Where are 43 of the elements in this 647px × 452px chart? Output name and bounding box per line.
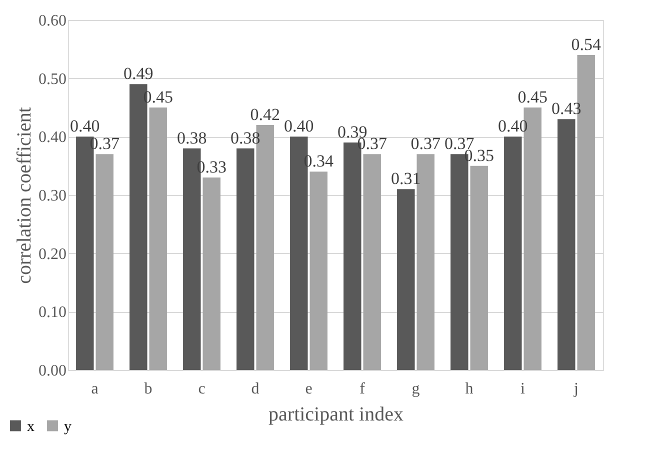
x-tick-label: c — [198, 380, 206, 398]
data-label: 0.38 — [177, 128, 207, 148]
y-axis-title: correlation coefficient — [14, 106, 36, 284]
bar — [558, 119, 576, 370]
data-label: 0.40 — [284, 116, 314, 136]
y-tick-label: 0.20 — [38, 246, 66, 263]
x-tick-label: e — [305, 380, 312, 398]
x-tick-label: j — [573, 380, 578, 398]
x-tick-label: d — [251, 380, 260, 398]
y-tick-label: 0.40 — [38, 129, 66, 146]
bar — [504, 136, 522, 370]
y-tick-label: 0.60 — [38, 12, 66, 30]
legend-label: x — [27, 418, 35, 435]
y-tick-label: 0.00 — [38, 362, 66, 380]
data-label: 0.31 — [391, 169, 421, 188]
bar — [236, 148, 254, 370]
x-axis-title: participant index — [268, 404, 404, 426]
x-tick-label: i — [520, 380, 526, 398]
bar — [96, 154, 114, 370]
bar — [202, 178, 220, 370]
bar — [149, 108, 167, 370]
x-tick-label: b — [144, 380, 152, 398]
x-tick-label: g — [412, 380, 420, 398]
bar — [363, 154, 381, 370]
bar — [310, 172, 328, 370]
y-tick-label: 0.30 — [38, 188, 66, 204]
legend-label: y — [64, 418, 72, 435]
data-label: 0.42 — [250, 105, 280, 124]
x-tick-label: h — [465, 380, 474, 398]
x-tick-label: f — [360, 380, 366, 398]
bar — [397, 189, 415, 370]
y-tick-label: 0.50 — [38, 70, 66, 88]
y-tick-label: 0.10 — [38, 304, 66, 322]
data-label: 0.40 — [498, 116, 528, 136]
data-label: 0.43 — [552, 99, 582, 118]
data-label: 0.37 — [410, 134, 441, 154]
data-label: 0.54 — [571, 35, 602, 54]
data-label: 0.40 — [70, 116, 100, 136]
data-label: 0.38 — [230, 128, 260, 148]
bar — [470, 166, 488, 370]
data-label: 0.49 — [124, 64, 154, 84]
data-label: 0.45 — [518, 88, 548, 106]
x-tick-label: a — [91, 380, 98, 398]
